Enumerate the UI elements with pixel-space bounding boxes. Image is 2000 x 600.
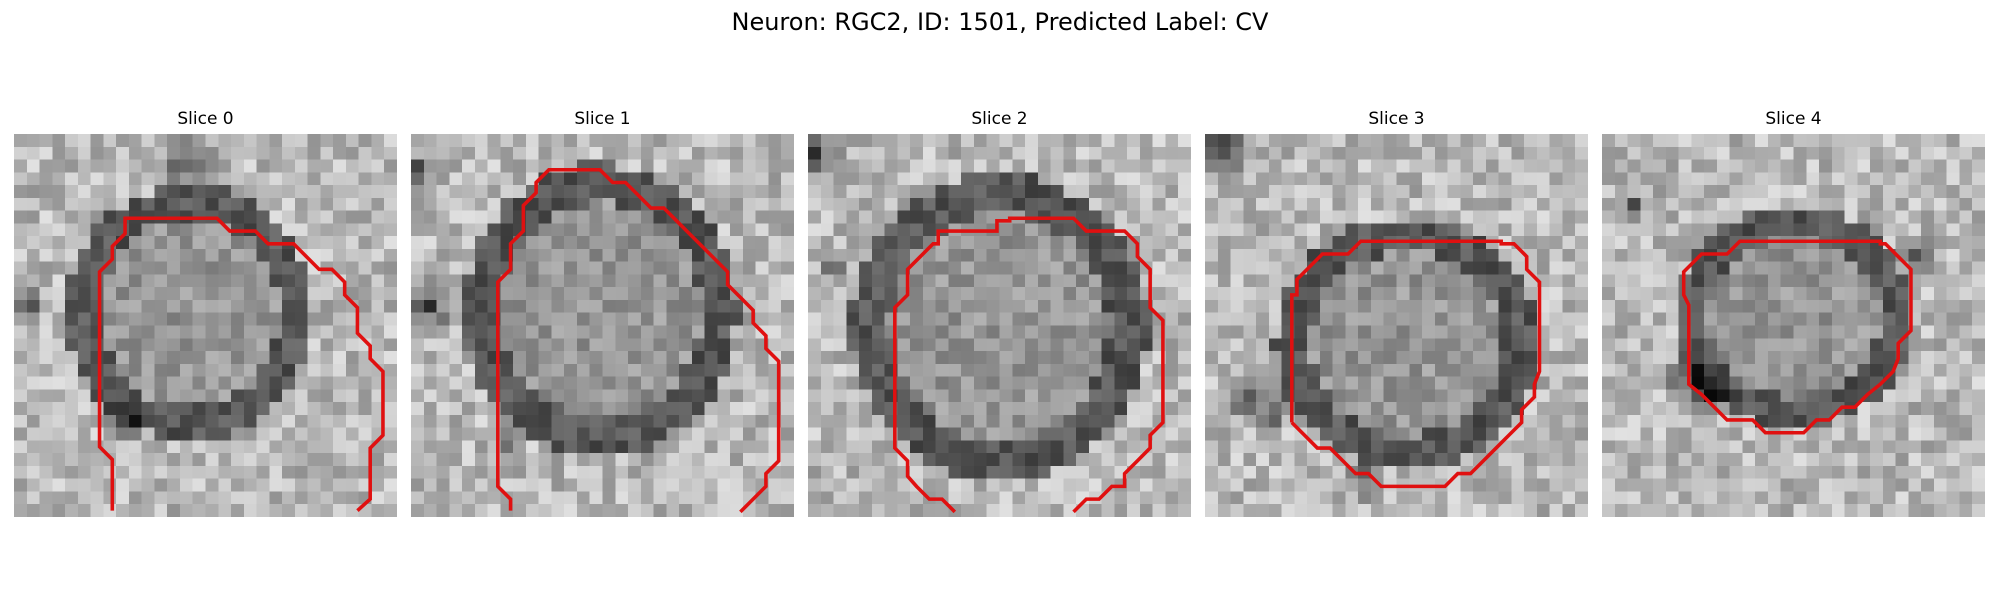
- grayscale-pixels: [1205, 134, 1588, 517]
- grayscale-pixels: [411, 134, 794, 517]
- grayscale-pixels: [14, 134, 397, 517]
- slice-title-0: Slice 0: [177, 109, 234, 129]
- grayscale-pixels: [1602, 134, 1985, 517]
- slice-title-1: Slice 1: [574, 109, 631, 129]
- slice-panel-4: Slice 4: [1602, 108, 1985, 517]
- slice-image-4: [1602, 134, 1985, 517]
- segmentation-contour: [496, 167, 781, 514]
- segmentation-contour: [893, 216, 1165, 514]
- slice-image-2: [808, 134, 1191, 517]
- segmentation-contour: [1290, 239, 1542, 489]
- slice-title-2: Slice 2: [971, 109, 1028, 129]
- figure-title: Neuron: RGC2, ID: 1501, Predicted Label:…: [731, 8, 1269, 36]
- slice-title-3: Slice 3: [1368, 109, 1425, 129]
- slice-image-1: [411, 134, 794, 517]
- segmentation-contour: [97, 216, 385, 512]
- slice-panel-3: Slice 3: [1205, 108, 1588, 517]
- slice-image-3: [1205, 134, 1588, 517]
- grayscale-pixels: [808, 134, 1191, 517]
- slice-image-0: [14, 134, 397, 517]
- slice-title-4: Slice 4: [1765, 109, 1822, 129]
- slice-panel-0: Slice 0: [14, 108, 397, 517]
- slice-panel-1: Slice 1: [411, 108, 794, 517]
- segmentation-contour: [1681, 239, 1913, 435]
- slice-panel-2: Slice 2: [808, 108, 1191, 517]
